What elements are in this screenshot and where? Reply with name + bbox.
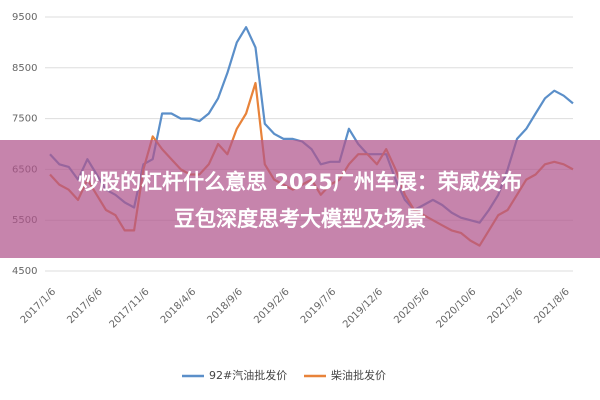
x-tick-label: 2020/5/6: [392, 286, 432, 326]
x-tick-label: 2020/10/6: [434, 286, 478, 330]
y-tick-label: 9500: [12, 12, 37, 23]
x-tick-label: 2021/3/6: [486, 286, 526, 326]
x-tick-label: 2017/6/6: [65, 286, 105, 326]
banner-text: 豆包深度思考大模型及场景: [174, 207, 426, 231]
x-tick-label: 2018/9/6: [205, 286, 245, 326]
x-tick-label: 2019/12/6: [341, 286, 385, 330]
x-tick-label: 2017/1/6: [19, 286, 59, 326]
x-tick-label: 2018/4/6: [159, 286, 199, 326]
y-tick-label: 7500: [12, 114, 37, 125]
banner-text: 炒股的杠杆什么意思 2025广州车展：荣威发布: [78, 170, 522, 194]
y-tick-label: 4500: [12, 266, 37, 277]
y-tick-label: 8500: [12, 63, 37, 74]
x-tick-label: 2019/7/6: [299, 286, 339, 326]
legend-label: 92#汽油批发价: [209, 368, 287, 382]
banner: [0, 140, 600, 258]
x-tick-label: 2017/11/6: [108, 286, 152, 330]
x-tick-label: 2019/2/6: [252, 286, 292, 326]
x-tick-label: 2021/8/6: [532, 286, 572, 326]
legend-label: 柴油批发价: [331, 368, 386, 382]
